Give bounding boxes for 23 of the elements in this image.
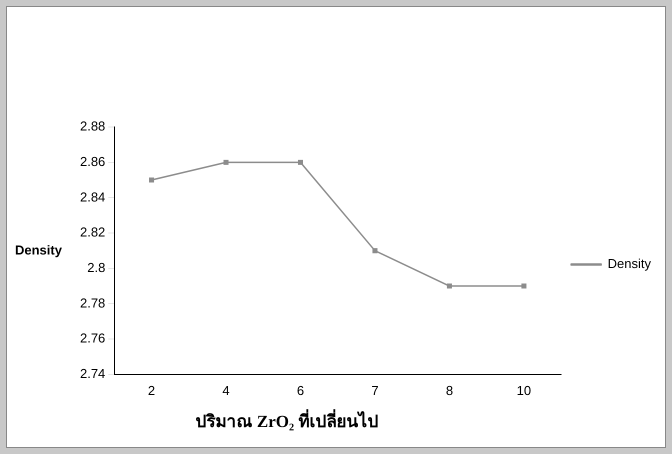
point [521, 284, 526, 289]
x-tick-label: 2 [148, 382, 156, 398]
y-tick-label: 2.78 [80, 295, 106, 310]
y-tick-label: 2.76 [80, 330, 106, 346]
x-axis-title: ปริมาณ ZrO₂ ที่เปลี่ยนไป [194, 408, 380, 433]
x-tick-label: 10 [516, 382, 532, 398]
y-tick-label: 2.86 [80, 154, 106, 169]
x-tick-label: 7 [371, 382, 379, 398]
x-tick-label: 6 [296, 382, 304, 398]
point [223, 160, 229, 165]
y-tick-label: 2.88 [80, 118, 106, 134]
y-tick-label: 2.74 [80, 366, 106, 381]
x-tick-label: 8 [446, 382, 454, 398]
point [298, 160, 304, 165]
y-tick-label: 2.82 [80, 224, 106, 240]
y-tick-label: 2.84 [80, 189, 106, 204]
point [446, 284, 452, 289]
legend-label: Density [608, 256, 652, 272]
point [372, 248, 378, 254]
y-axis-title: Density [15, 242, 63, 258]
x-tick-label: 4 [222, 382, 230, 398]
y-tick-label: 2.8 [87, 260, 106, 275]
point [149, 177, 154, 183]
